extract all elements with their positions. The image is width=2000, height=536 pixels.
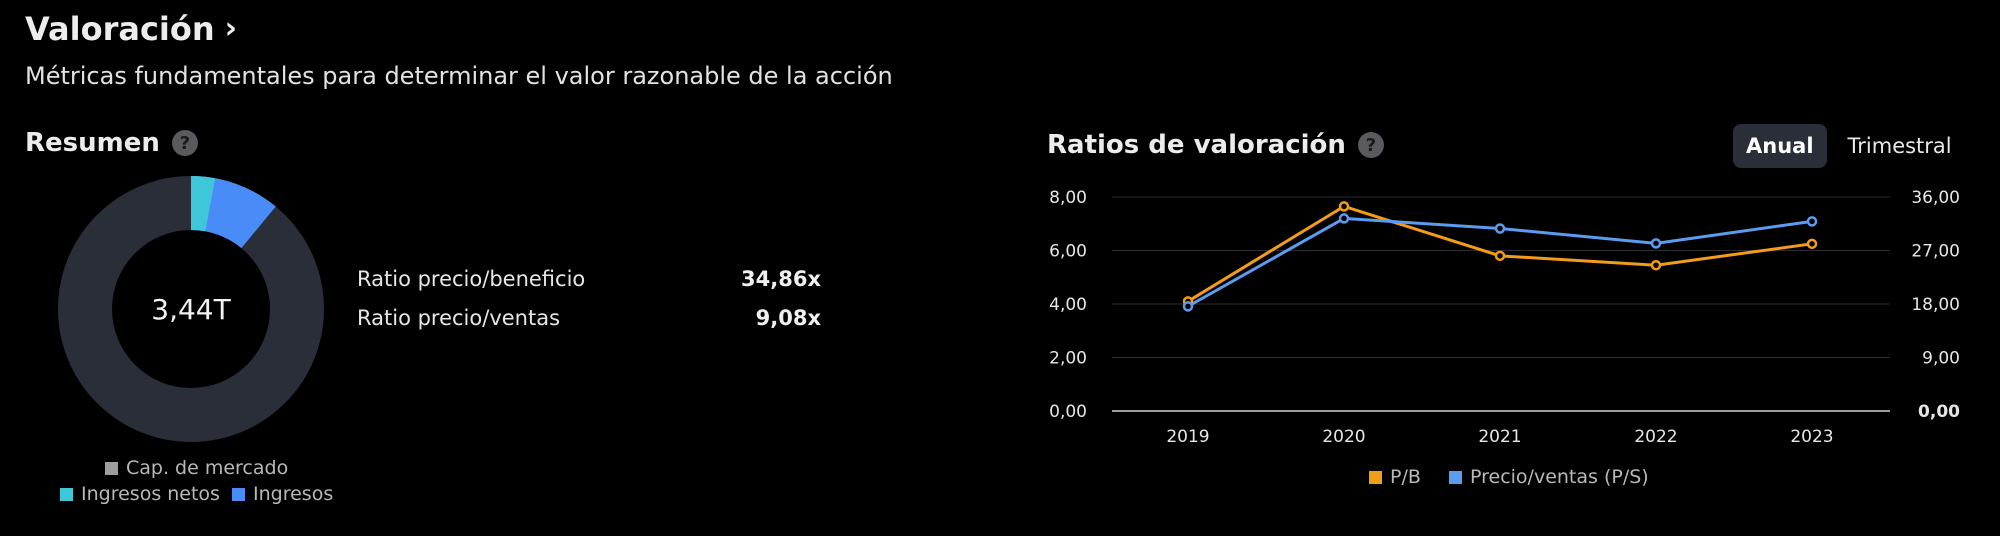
- data-point-pb: [1338, 201, 1350, 212]
- x-tick-label: 2022: [1634, 427, 1677, 447]
- y-right-tick-label: 9,00: [1922, 349, 1960, 369]
- ps-ratio-label: Ratio precio/ventas: [357, 306, 561, 330]
- pe-ratio-label: Ratio precio/beneficio: [357, 267, 586, 291]
- x-tick-label: 2019: [1166, 427, 1209, 447]
- data-point-ps: [1182, 301, 1194, 312]
- legend-label: Precio/ventas (P/S): [1470, 466, 1649, 488]
- summary-header: Resumen ?: [25, 128, 198, 158]
- y-left-tick-label: 0,00: [1049, 402, 1087, 422]
- y-right-tick-label: 36,00: [1911, 188, 1960, 208]
- ratios-header: Ratios de valoración ?: [1047, 130, 1384, 160]
- summary-title: Resumen: [25, 128, 160, 158]
- ps-ratio-value: 9,08x: [755, 306, 821, 330]
- data-point-ps: [1338, 213, 1350, 224]
- legend-pb[interactable]: P/B: [1369, 466, 1421, 488]
- legend-market-cap[interactable]: Cap. de mercado: [105, 457, 288, 479]
- pe-ratio-value: 34,86x: [741, 267, 821, 291]
- x-tick-label: 2021: [1478, 427, 1521, 447]
- y-right-tick-label: 18,00: [1911, 295, 1960, 315]
- section-title-link[interactable]: Valoración ›: [25, 10, 237, 48]
- legend-label: Cap. de mercado: [126, 457, 289, 479]
- y-right-tick-label: 27,00: [1911, 242, 1960, 262]
- data-point-ps: [1650, 238, 1662, 249]
- y-left-tick-label: 2,00: [1049, 349, 1087, 369]
- y-left-tick-label: 6,00: [1049, 242, 1087, 262]
- page-title: Valoración: [25, 10, 215, 48]
- donut-slice-net-income: [190, 176, 216, 232]
- toggle-annual-button[interactable]: Anual: [1733, 124, 1827, 168]
- data-point-pb: [1494, 250, 1506, 262]
- help-icon[interactable]: ?: [171, 130, 198, 156]
- legend-ps[interactable]: Precio/ventas (P/S): [1449, 466, 1649, 488]
- data-point-pb: [1806, 238, 1818, 250]
- toggle-quarterly-button[interactable]: Trimestral: [1847, 134, 1952, 158]
- data-point-ps: [1806, 216, 1818, 227]
- legend-swatch: [1369, 470, 1382, 484]
- y-right-tick-label: 0,00: [1918, 402, 1960, 422]
- legend-swatch: [1449, 470, 1462, 484]
- period-toggle: Anual Trimestral: [1733, 124, 1965, 168]
- y-left-tick-label: 4,00: [1049, 295, 1087, 315]
- page-subtitle: Métricas fundamentales para determinar e…: [25, 62, 893, 90]
- valuation-ratios-line-chart: 0,00 2,00 4,00 6,00 8,00 0,00 9,00 18,00 27,00 3…: [1049, 188, 1960, 447]
- legend-label: P/B: [1390, 466, 1421, 488]
- help-icon[interactable]: ?: [1357, 132, 1384, 158]
- legend-revenue[interactable]: Ingresos: [232, 483, 333, 505]
- donut-center-value: 3,44T: [151, 292, 231, 326]
- y-left-tick-label: 8,00: [1049, 188, 1087, 208]
- market-cap-donut-chart: [58, 176, 324, 442]
- legend-swatch: [60, 487, 73, 501]
- x-tick-label: 2023: [1790, 427, 1833, 447]
- data-point-ps: [1494, 223, 1506, 234]
- ratios-title: Ratios de valoración: [1047, 130, 1346, 160]
- legend-label: Ingresos netos: [81, 483, 220, 505]
- legend-net-income[interactable]: Ingresos netos: [60, 483, 220, 505]
- x-tick-label: 2020: [1322, 427, 1365, 447]
- legend-swatch: [105, 461, 118, 475]
- data-point-pb: [1650, 259, 1662, 271]
- chevron-right-icon: ›: [224, 11, 238, 46]
- legend-swatch: [232, 487, 245, 501]
- legend-label: Ingresos: [253, 483, 334, 505]
